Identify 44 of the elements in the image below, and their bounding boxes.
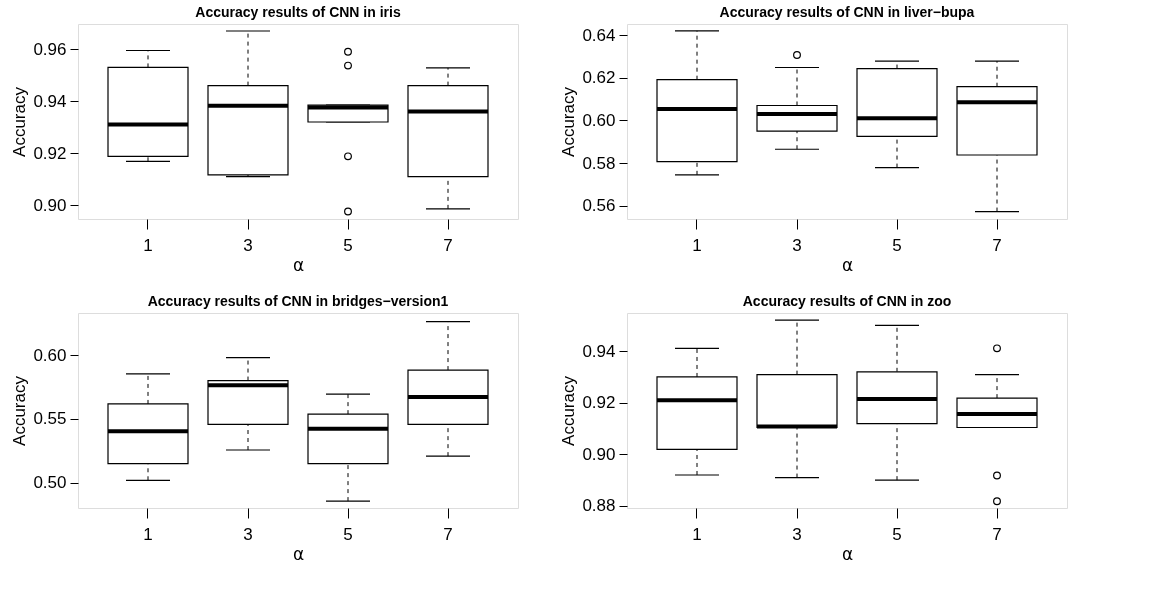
y-tick-label: 0.58 [582, 153, 616, 173]
x-tick-label: 3 [792, 235, 802, 255]
x-axis-title: α [292, 254, 305, 275]
x-tick-label: 5 [343, 235, 353, 255]
y-tick-label: 0.90 [33, 195, 67, 215]
x-tick-label: 7 [443, 235, 453, 255]
x-tick-label: 7 [992, 524, 1002, 544]
x-tick-label: 3 [243, 235, 253, 255]
x-tick-label: 7 [992, 235, 1002, 255]
x-tick-label: 3 [243, 524, 253, 544]
y-tick-label: 0.62 [582, 68, 616, 88]
y-axis-title: Accuracy [559, 375, 579, 446]
x-tick-label: 1 [143, 524, 153, 544]
x-tick-label: 7 [443, 524, 453, 544]
x-tick-label: 1 [692, 235, 702, 255]
y-tick-label: 0.88 [582, 496, 616, 516]
x-tick-label: 1 [143, 235, 153, 255]
y-tick-label: 0.92 [582, 393, 616, 413]
y-tick-label: 0.60 [582, 110, 616, 130]
y-axis-title: Accuracy [10, 375, 30, 446]
chart-title: Accuracy results of CNN in liver−bupa [719, 4, 975, 20]
chart-title: Accuracy results of CNN in iris [195, 4, 401, 20]
y-tick-label: 0.64 [582, 25, 616, 45]
y-tick-label: 0.96 [33, 39, 67, 59]
x-tick-label: 1 [692, 524, 702, 544]
x-axis-title: α [841, 254, 854, 275]
y-tick-label: 0.90 [582, 444, 616, 464]
chart-title: Accuracy results of CNN in bridges−version1 [147, 293, 449, 309]
y-tick-label: 0.94 [33, 91, 67, 111]
y-axis-title: Accuracy [10, 86, 30, 157]
y-axis-title: Accuracy [559, 86, 579, 157]
y-tick-label: 0.56 [582, 196, 616, 216]
y-tick-label: 0.60 [33, 345, 67, 365]
y-tick-label: 0.94 [582, 341, 616, 361]
x-axis-title: α [841, 543, 854, 564]
y-tick-label: 0.55 [33, 409, 67, 429]
x-tick-label: 3 [792, 524, 802, 544]
chart-title: Accuracy results of CNN in zoo [742, 293, 952, 309]
x-axis-title: α [292, 543, 305, 564]
x-tick-label: 5 [343, 524, 353, 544]
y-tick-label: 0.50 [33, 473, 67, 493]
y-tick-label: 0.92 [33, 143, 67, 163]
x-tick-label: 5 [892, 524, 902, 544]
x-tick-label: 5 [892, 235, 902, 255]
